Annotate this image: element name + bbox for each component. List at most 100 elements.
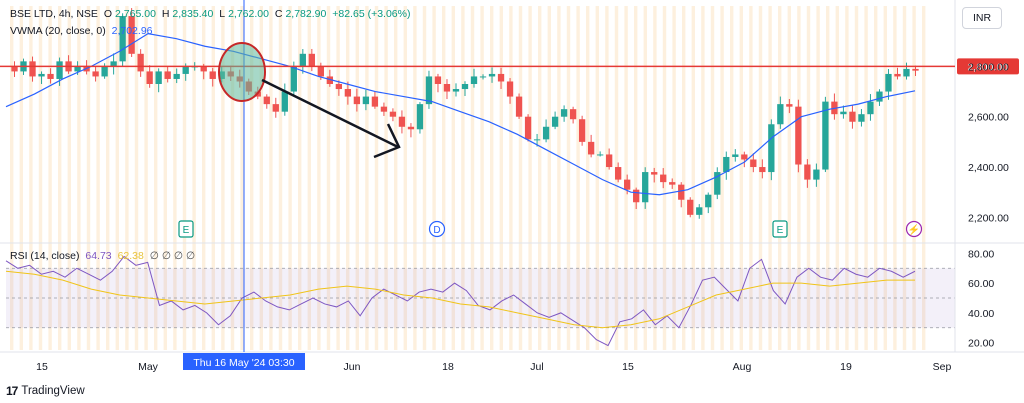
- crosshair-label-bg: [183, 353, 305, 370]
- candle-body: [651, 172, 658, 175]
- session-shade: [394, 6, 398, 350]
- candle-body: [119, 16, 126, 62]
- trend-arrow-head: [373, 123, 401, 159]
- session-shade: [173, 6, 177, 350]
- session-shade: [586, 6, 590, 350]
- candle-body: [443, 84, 451, 92]
- session-shade: [797, 6, 801, 350]
- high-value: 2,835.40: [172, 8, 214, 20]
- session-shade: [893, 6, 897, 350]
- session-shade: [432, 6, 436, 350]
- session-shade: [259, 6, 263, 350]
- event-marker-split[interactable]: ⚡: [905, 220, 923, 238]
- vwma-legend: VWMA (20, close, 0) 2,702.96: [10, 25, 156, 37]
- candle-body: [281, 91, 288, 112]
- candle-body: [425, 76, 433, 105]
- candle-body: [669, 182, 676, 185]
- session-shade: [221, 6, 225, 350]
- candle-body: [209, 71, 216, 79]
- session-shade: [566, 6, 571, 350]
- price-badge: 2,800.00: [968, 61, 1009, 73]
- event-marker-earnings[interactable]: E: [772, 220, 788, 238]
- candle-body: [804, 164, 811, 180]
- candle-body: [903, 68, 910, 77]
- session-shade: [672, 6, 676, 350]
- session-shade: [384, 6, 388, 350]
- candle-body: [551, 116, 559, 127]
- time-tick-label: 15: [622, 361, 634, 373]
- session-shade: [605, 6, 609, 350]
- candle-body: [786, 104, 793, 107]
- candle-body: [633, 189, 640, 203]
- tradingview-logo-icon: 17: [6, 384, 18, 398]
- rsi-value: 64.73: [85, 250, 112, 262]
- session-shade: [557, 6, 561, 350]
- candle-body: [155, 71, 162, 84]
- session-shade: [326, 6, 331, 350]
- candle-body: [822, 101, 829, 170]
- trend-arrow-line: [261, 78, 399, 149]
- candle-body: [678, 184, 685, 200]
- candle-body: [660, 174, 667, 183]
- tradingview-brand[interactable]: 17 TradingView: [6, 384, 85, 398]
- time-tick-label: Sep: [933, 361, 952, 373]
- price-badge-bg: [957, 58, 1019, 75]
- time-tick-label: May: [138, 361, 159, 373]
- candle-body: [642, 172, 649, 203]
- candle-body: [858, 114, 865, 122]
- price-tick-label: 2,800.00: [968, 61, 1009, 73]
- candle-body: [759, 167, 766, 173]
- brand-name: TradingView: [21, 385, 85, 397]
- session-shade: [192, 6, 196, 350]
- session-shade: [518, 6, 523, 350]
- candle-body: [101, 66, 108, 77]
- candle-body: [687, 199, 694, 215]
- candle-body: [615, 167, 622, 180]
- session-shade: [528, 6, 532, 350]
- session-shade: [835, 6, 839, 350]
- candle-body: [768, 124, 775, 173]
- candle-body: [578, 119, 586, 142]
- high-label: H: [161, 8, 170, 20]
- session-shade: [845, 6, 849, 350]
- event-marker-earnings[interactable]: E: [178, 220, 194, 238]
- event-marker-shape: [428, 220, 446, 238]
- rsi-tick-label: 80.00: [968, 248, 994, 260]
- rsi-label[interactable]: RSI (14, close): [10, 250, 80, 262]
- session-shade: [106, 6, 110, 350]
- candle-body: [479, 76, 487, 78]
- time-tick-label: Jul: [530, 361, 543, 373]
- session-shade: [499, 6, 503, 350]
- session-shade: [634, 6, 638, 350]
- price-tick-label: 2,600.00: [968, 112, 1009, 124]
- session-shade: [86, 6, 91, 350]
- session-shade: [125, 6, 129, 350]
- session-shade: [58, 6, 62, 350]
- candle-body: [371, 96, 379, 107]
- session-shade: [922, 6, 926, 350]
- rsi-line: [5, 255, 916, 347]
- symbol-title[interactable]: BSE LTD, 4h, NSE: [10, 8, 98, 20]
- candle-body: [497, 73, 505, 82]
- session-shade: [374, 6, 379, 350]
- candle-body: [128, 16, 135, 54]
- event-marker-shape: [905, 220, 923, 238]
- session-shade: [758, 6, 763, 350]
- currency-button[interactable]: INR: [962, 7, 1002, 29]
- candle-body: [407, 126, 415, 130]
- event-marker-dividend[interactable]: D: [428, 220, 446, 238]
- vwma-line: [5, 33, 916, 196]
- candle-body: [569, 109, 577, 120]
- session-shade: [29, 6, 33, 350]
- session-shade: [739, 6, 743, 350]
- vwma-value: 2,702.96: [111, 25, 153, 37]
- candle-body: [398, 116, 406, 127]
- time-tick-label: 18: [442, 361, 454, 373]
- session-shade: [730, 6, 734, 350]
- candle-body: [867, 101, 874, 115]
- vwma-label[interactable]: VWMA (20, close, 0): [10, 25, 106, 37]
- candle-body: [263, 96, 270, 105]
- rsi-extra: ∅ ∅ ∅ ∅: [149, 250, 196, 262]
- session-shade: [134, 6, 139, 350]
